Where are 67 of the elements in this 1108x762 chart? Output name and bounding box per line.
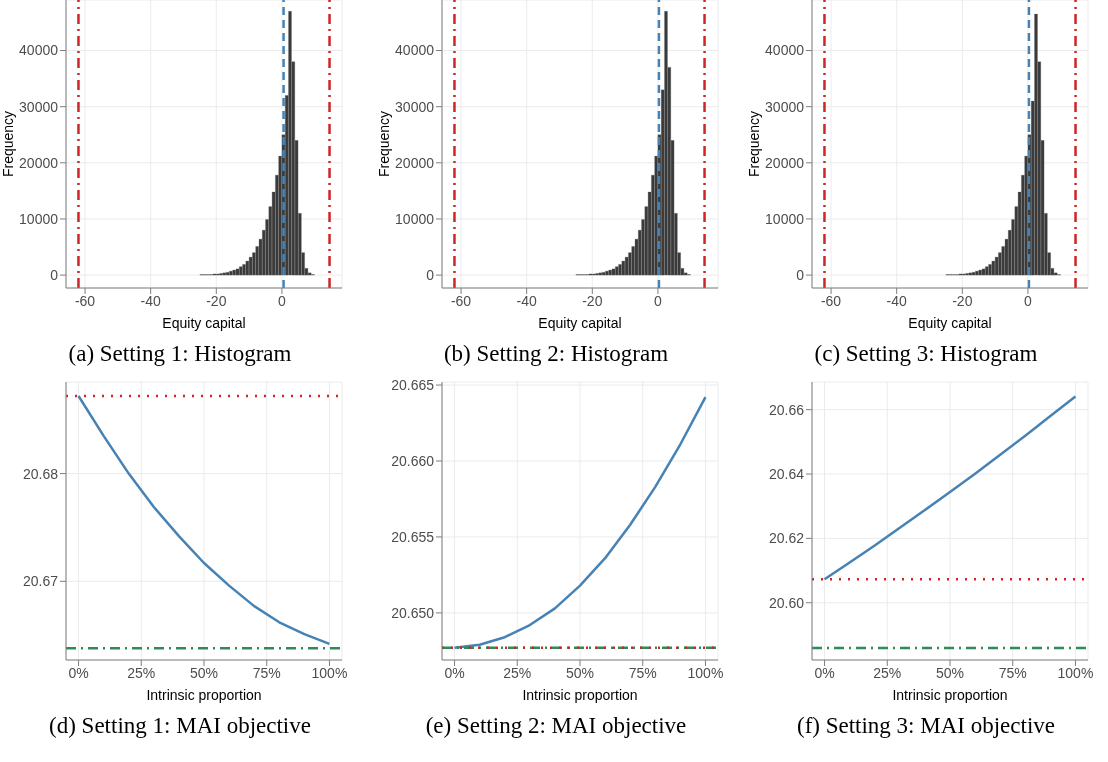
- x-tick-label: -40: [516, 292, 537, 309]
- y-tick-label: 0: [50, 267, 59, 284]
- y-tick-label: 30000: [19, 98, 59, 115]
- x-tick-label: -40: [886, 292, 907, 309]
- x-tick-label: 0%: [814, 664, 835, 681]
- y-axis-title: Frequency: [0, 110, 16, 178]
- x-tick-label: -60: [74, 292, 96, 309]
- x-tick-label: -20: [582, 292, 603, 309]
- y-tick-label: 0: [796, 267, 805, 284]
- x-axis-title: Intrinsic proportion: [522, 687, 638, 703]
- y-tick-label: 30000: [765, 98, 805, 115]
- y-axis-title: Frequency: [745, 110, 762, 178]
- y-tick-label: 10000: [19, 210, 59, 227]
- x-tick-label: 25%: [873, 664, 902, 681]
- x-tick-label: 100%: [1057, 664, 1094, 681]
- x-axis-title: Equity capital: [538, 315, 622, 331]
- y-axis-title: Frequency: [375, 110, 392, 178]
- x-tick-label: 50%: [935, 664, 965, 681]
- x-axis-title: Equity capital: [162, 315, 246, 331]
- x-tick-label: 25%: [503, 664, 532, 681]
- y-tick-label: 20.665: [391, 377, 435, 394]
- y-tick-label: 10000: [765, 210, 805, 227]
- y-tick-label: 40000: [19, 42, 59, 59]
- y-tick-label: 20.62: [768, 530, 805, 547]
- y-tick-label: 40000: [765, 42, 805, 59]
- x-axis-title: Equity capital: [908, 315, 992, 331]
- x-tick-label: 75%: [628, 664, 657, 681]
- y-tick-label: 20.650: [391, 604, 435, 621]
- x-axis-title: Intrinsic proportion: [892, 687, 1008, 703]
- y-tick-label: 20.68: [22, 465, 59, 482]
- x-tick-label: 25%: [127, 664, 156, 681]
- x-tick-label: 0: [1024, 292, 1033, 309]
- x-tick-label: 0: [278, 292, 287, 309]
- y-tick-label: 20000: [765, 154, 805, 171]
- x-tick-label: 75%: [252, 664, 281, 681]
- x-tick-label: 50%: [565, 664, 595, 681]
- y-tick-label: 0: [426, 267, 435, 284]
- y-tick-label: 20.67: [22, 573, 59, 590]
- y-tick-label: 20.64: [768, 465, 805, 482]
- x-tick-label: 100%: [311, 664, 348, 681]
- y-tick-label: 20.60: [768, 594, 805, 611]
- text: (e) Setting 2: MAI objective: [424, 713, 688, 739]
- y-tick-label: 30000: [395, 98, 435, 115]
- x-tick-label: -20: [206, 292, 227, 309]
- x-tick-label: -60: [450, 292, 472, 309]
- x-tick-label: 0%: [68, 664, 89, 681]
- y-tick-label: 20.655: [391, 528, 435, 545]
- x-tick-label: 75%: [998, 664, 1027, 681]
- text: (c) Setting 3: Histogram: [813, 341, 1039, 367]
- text: (f) Setting 3: MAI objective: [795, 713, 1057, 739]
- y-tick-label: 20000: [19, 154, 59, 171]
- x-tick-label: 0: [654, 292, 663, 309]
- x-tick-label: -60: [820, 292, 842, 309]
- x-tick-label: -20: [952, 292, 973, 309]
- x-tick-label: 50%: [189, 664, 219, 681]
- text: (d) Setting 1: MAI objective: [48, 713, 312, 739]
- y-tick-label: 20.660: [391, 452, 435, 469]
- x-axis-title: Intrinsic proportion: [146, 687, 262, 703]
- text: (b) Setting 2: Histogram: [442, 341, 670, 367]
- y-tick-label: 10000: [395, 210, 435, 227]
- y-tick-label: 40000: [395, 42, 435, 59]
- y-tick-label: 20000: [395, 154, 435, 171]
- y-tick-label: 20.66: [768, 401, 805, 418]
- x-tick-label: 0%: [444, 664, 465, 681]
- x-tick-label: 100%: [687, 664, 724, 681]
- text: (a) Setting 1: Histogram: [67, 341, 293, 367]
- x-tick-label: -40: [140, 292, 161, 309]
